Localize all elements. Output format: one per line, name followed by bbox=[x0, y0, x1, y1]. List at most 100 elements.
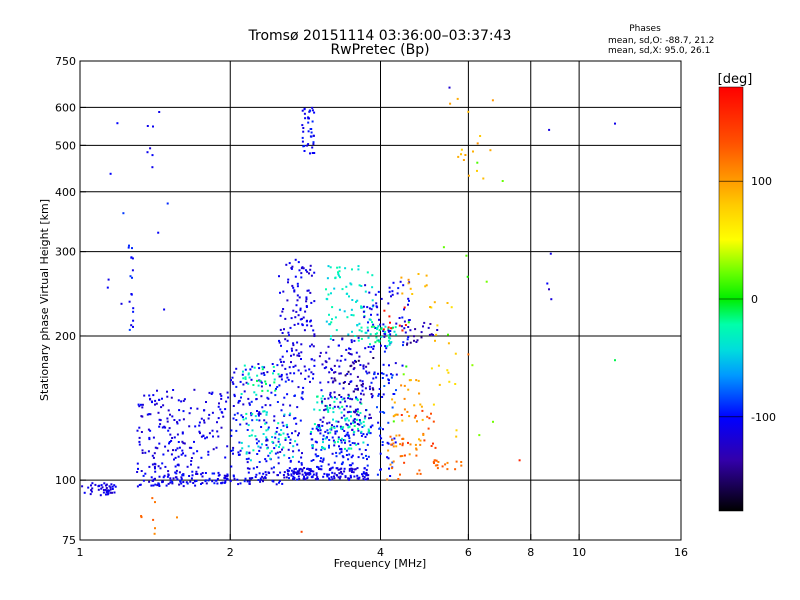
data-point bbox=[216, 430, 219, 433]
data-point bbox=[333, 391, 336, 394]
data-point bbox=[382, 323, 385, 326]
data-point bbox=[331, 436, 334, 439]
data-point bbox=[250, 378, 253, 381]
data-point bbox=[472, 150, 474, 153]
data-point bbox=[316, 465, 318, 468]
data-point bbox=[395, 333, 398, 336]
data-point bbox=[186, 465, 189, 468]
data-point bbox=[360, 384, 363, 387]
data-point bbox=[348, 469, 351, 472]
data-point bbox=[415, 379, 418, 382]
data-point bbox=[281, 332, 284, 334]
data-point bbox=[242, 370, 244, 373]
data-point bbox=[230, 434, 233, 437]
data-point bbox=[201, 472, 204, 474]
data-point bbox=[318, 427, 321, 430]
data-point bbox=[198, 430, 201, 433]
data-point bbox=[365, 409, 367, 412]
data-point bbox=[152, 125, 154, 128]
data-point bbox=[147, 450, 150, 453]
data-point bbox=[250, 412, 252, 415]
data-point bbox=[379, 452, 382, 455]
data-point bbox=[408, 299, 410, 302]
data-point bbox=[377, 394, 380, 397]
data-point bbox=[402, 344, 404, 347]
data-point bbox=[371, 286, 374, 289]
data-point bbox=[105, 483, 108, 486]
data-point bbox=[317, 455, 320, 457]
data-point bbox=[319, 351, 322, 354]
data-point bbox=[258, 419, 261, 422]
data-point bbox=[176, 478, 179, 481]
data-point bbox=[338, 394, 341, 396]
data-point bbox=[220, 394, 223, 397]
data-point bbox=[476, 161, 479, 164]
data-point bbox=[362, 382, 364, 385]
data-point bbox=[177, 455, 180, 458]
data-point bbox=[448, 86, 451, 89]
data-point bbox=[347, 370, 350, 373]
data-point bbox=[356, 477, 359, 480]
data-point bbox=[359, 379, 362, 382]
data-point bbox=[321, 395, 324, 398]
data-point bbox=[280, 344, 282, 347]
data-point bbox=[267, 454, 270, 457]
data-point bbox=[388, 467, 390, 470]
data-point bbox=[224, 456, 227, 459]
data-point bbox=[329, 404, 332, 407]
data-point bbox=[217, 471, 220, 474]
data-point bbox=[455, 429, 458, 432]
data-point bbox=[360, 453, 363, 456]
data-point bbox=[230, 379, 232, 382]
data-point bbox=[327, 473, 330, 476]
data-point bbox=[321, 363, 324, 366]
data-point bbox=[294, 440, 297, 443]
data-point bbox=[170, 439, 173, 442]
data-point bbox=[409, 341, 412, 344]
data-point bbox=[157, 411, 160, 414]
data-point bbox=[376, 339, 379, 342]
data-point bbox=[292, 471, 295, 474]
data-point bbox=[296, 341, 299, 344]
data-point bbox=[165, 484, 168, 487]
data-point bbox=[326, 473, 329, 476]
data-point bbox=[341, 405, 344, 408]
data-point bbox=[211, 391, 214, 394]
data-point bbox=[172, 389, 175, 391]
data-point bbox=[406, 338, 409, 341]
data-point bbox=[313, 300, 316, 303]
data-point bbox=[306, 144, 309, 147]
data-point bbox=[102, 491, 105, 494]
data-point bbox=[390, 327, 393, 330]
data-point bbox=[295, 422, 298, 425]
data-point bbox=[265, 429, 268, 432]
data-point bbox=[301, 468, 304, 471]
data-point bbox=[132, 319, 135, 322]
data-point bbox=[253, 391, 256, 394]
data-point bbox=[438, 383, 441, 386]
data-point bbox=[236, 478, 239, 481]
data-point bbox=[137, 467, 139, 470]
data-point bbox=[171, 482, 174, 485]
data-point bbox=[261, 368, 264, 371]
data-point bbox=[338, 382, 341, 385]
data-point bbox=[344, 358, 347, 361]
data-point bbox=[166, 395, 169, 398]
data-point bbox=[290, 473, 293, 476]
data-point bbox=[460, 461, 463, 463]
data-point bbox=[167, 429, 170, 432]
data-point bbox=[178, 409, 181, 412]
data-point bbox=[195, 470, 198, 473]
data-point bbox=[397, 478, 400, 480]
data-point bbox=[278, 375, 281, 378]
data-point bbox=[278, 446, 280, 448]
data-point bbox=[371, 394, 374, 397]
data-point bbox=[315, 441, 318, 444]
data-point bbox=[156, 447, 159, 450]
data-point bbox=[367, 477, 369, 480]
data-point bbox=[198, 424, 201, 427]
data-point bbox=[258, 472, 261, 475]
data-point bbox=[286, 433, 289, 436]
data-point bbox=[237, 483, 240, 486]
data-point bbox=[224, 481, 227, 484]
